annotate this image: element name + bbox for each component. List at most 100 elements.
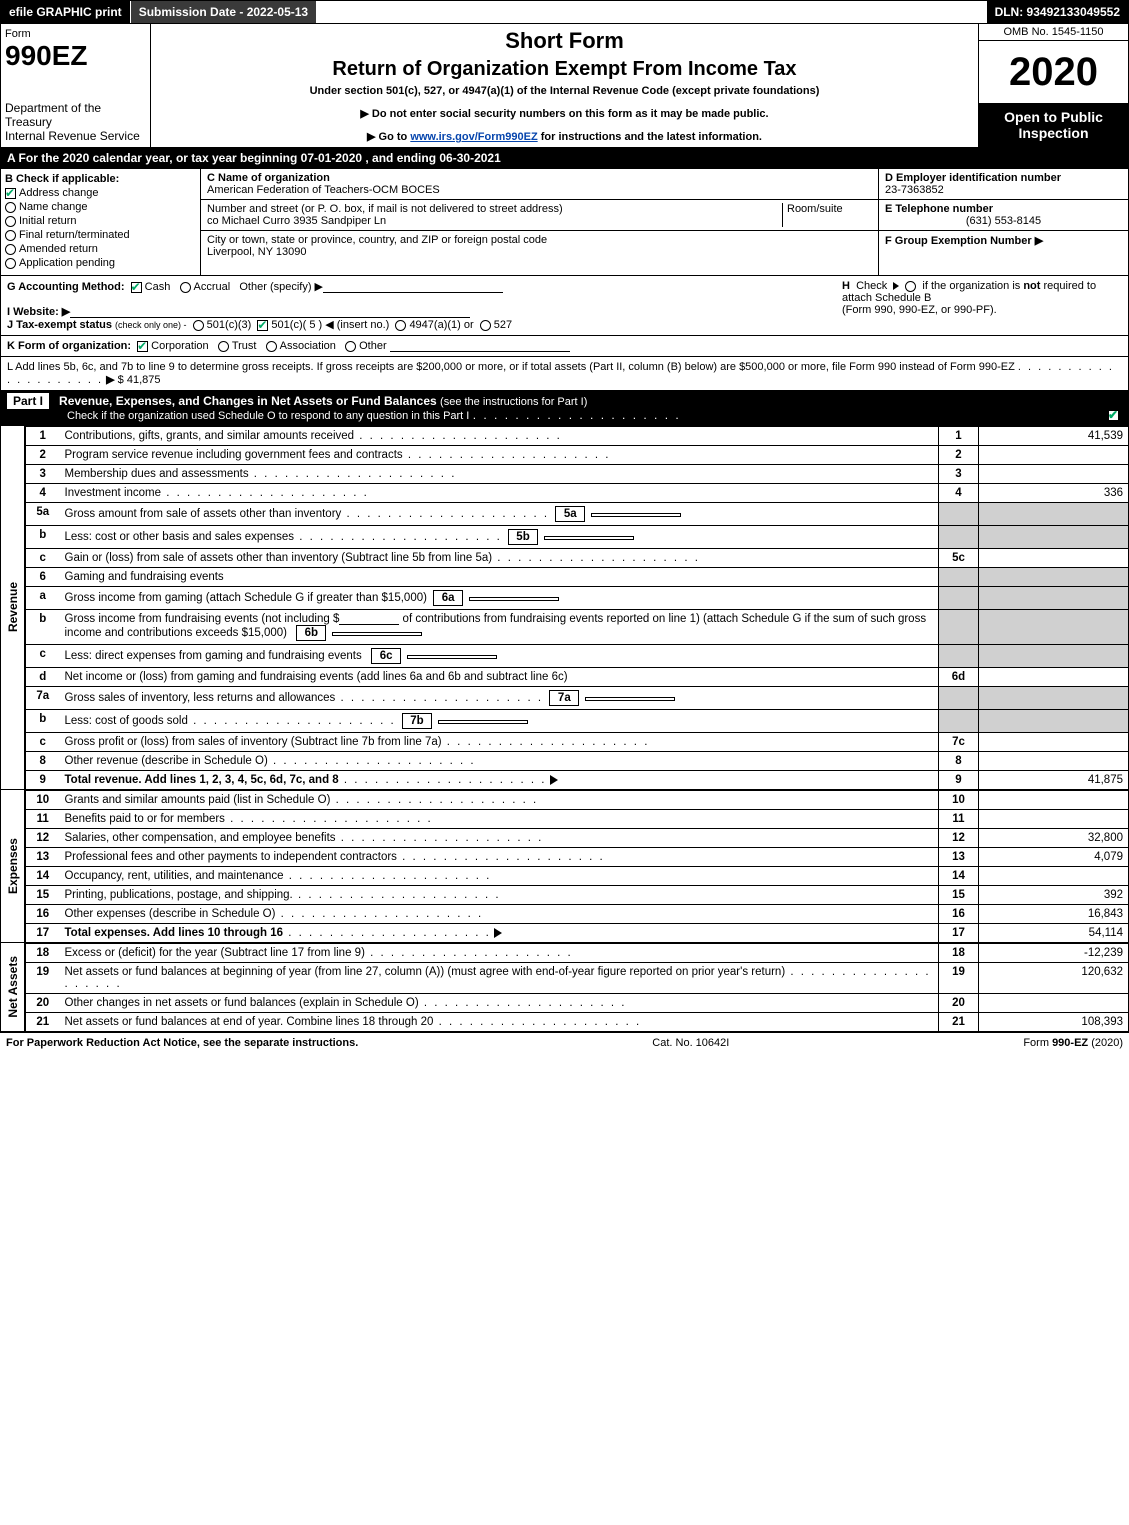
expenses-text: Expenses	[4, 836, 22, 896]
line-16: 16 Other expenses (describe in Schedule O…	[26, 905, 1129, 924]
ln6d-no: d	[26, 668, 60, 687]
checkbox-schedule-o[interactable]	[1108, 410, 1119, 421]
checkbox-trust[interactable]	[218, 341, 229, 352]
line-20: 20Other changes in net assets or fund ba…	[26, 994, 1129, 1013]
checkbox-other-org[interactable]	[345, 341, 356, 352]
checkbox-h[interactable]	[905, 281, 916, 292]
checkbox-501c3[interactable]	[193, 320, 204, 331]
ln5a-sub: 5a	[555, 506, 585, 522]
website-line[interactable]	[70, 306, 470, 318]
line-6a: aGross income from gaming (attach Schedu…	[26, 587, 1129, 610]
label-trust: Trust	[232, 340, 257, 352]
checkbox-address-change[interactable]	[5, 188, 16, 199]
ln14-amt	[979, 867, 1129, 886]
line-3: 3Membership dues and assessments3	[26, 465, 1129, 484]
efile-label: efile GRAPHIC print	[1, 1, 131, 23]
ln6c-desc: Less: direct expenses from gaming and fu…	[65, 650, 362, 662]
ln6-no: 6	[26, 568, 60, 587]
footer-right: Form 990-EZ (2020)	[1023, 1037, 1123, 1049]
checkbox-application-pending[interactable]	[5, 258, 16, 269]
checkbox-501c[interactable]	[257, 320, 268, 331]
section-def: D Employer identification number 23-7363…	[878, 169, 1128, 275]
ln18-num: 18	[939, 944, 979, 963]
ln16-no: 16	[26, 905, 60, 924]
ln5c-amt	[979, 549, 1129, 568]
ln2-num: 2	[939, 446, 979, 465]
checkbox-final-return[interactable]	[5, 230, 16, 241]
other-org-line[interactable]	[390, 340, 570, 352]
ln7c-amt	[979, 733, 1129, 752]
ln6b-blank[interactable]	[339, 613, 399, 625]
other-specify-line[interactable]	[323, 281, 503, 293]
line-5b: bLess: cost or other basis and sales exp…	[26, 526, 1129, 549]
revenue-side-label: Revenue	[1, 426, 25, 790]
form-label: Form	[5, 28, 146, 40]
ln7a-shade	[939, 687, 979, 710]
ln5c-desc: Gain or (loss) from sale of assets other…	[65, 552, 493, 564]
section-l: L Add lines 5b, 6c, and 7b to line 9 to …	[0, 357, 1129, 391]
line-18: 18 Excess or (deficit) for the year (Subt…	[26, 944, 1129, 963]
ln21-num: 21	[939, 1013, 979, 1032]
ln6b-desc: Gross income from fundraising events (no…	[65, 613, 340, 625]
checkbox-527[interactable]	[480, 320, 491, 331]
part1-label: Part I	[7, 393, 49, 409]
city-value: Liverpool, NY 13090	[207, 246, 306, 258]
line-7b: bLess: cost of goods sold 7b	[26, 710, 1129, 733]
ln5a-desc: Gross amount from sale of assets other t…	[65, 508, 342, 520]
ln5a-amtshade	[979, 503, 1129, 526]
ln7c-desc: Gross profit or (loss) from sales of inv…	[65, 736, 442, 748]
subtitle: Under section 501(c), 527, or 4947(a)(1)…	[157, 85, 972, 97]
checkbox-accrual[interactable]	[180, 282, 191, 293]
ln1-num: 1	[939, 427, 979, 446]
ln17-no: 17	[26, 924, 60, 943]
ln13-no: 13	[26, 848, 60, 867]
ln5b-desc: Less: cost or other basis and sales expe…	[65, 531, 295, 543]
label-4947: 4947(a)(1) or	[409, 319, 473, 331]
section-k: K Form of organization: Corporation Trus…	[0, 336, 1129, 357]
name-label: C Name of organization	[207, 172, 330, 184]
irs-link[interactable]: www.irs.gov/Form990EZ	[410, 131, 537, 143]
ln15-no: 15	[26, 886, 60, 905]
checkbox-name-change[interactable]	[5, 202, 16, 213]
arrow-icon	[494, 928, 502, 938]
ln21-amt: 108,393	[979, 1013, 1129, 1032]
ln10-desc: Grants and similar amounts paid (list in…	[65, 794, 331, 806]
tax-year: 2020	[979, 41, 1128, 103]
footer-left: For Paperwork Reduction Act Notice, see …	[6, 1037, 358, 1049]
section-c: C Name of organization American Federati…	[201, 169, 878, 275]
checkbox-amended[interactable]	[5, 244, 16, 255]
checkbox-cash[interactable]	[131, 282, 142, 293]
ln18-amt: -12,239	[979, 944, 1129, 963]
open-inspection: Open to Public Inspection	[979, 103, 1128, 147]
form-number: 990EZ	[5, 40, 146, 72]
ln6d-desc: Net income or (loss) from gaming and fun…	[65, 671, 568, 683]
header-right: OMB No. 1545-1150 2020 Open to Public In…	[978, 24, 1128, 147]
label-other: Other (specify) ▶	[239, 281, 323, 293]
ln1-amt: 41,539	[979, 427, 1129, 446]
goto-suffix: for instructions and the latest informat…	[541, 131, 762, 143]
ln18-desc: Excess or (deficit) for the year (Subtra…	[65, 947, 365, 959]
ln15-desc: Printing, publications, postage, and shi…	[65, 889, 293, 901]
ln6d-amt	[979, 668, 1129, 687]
ln9-num: 9	[939, 771, 979, 790]
ln5c-num: 5c	[939, 549, 979, 568]
ln16-desc: Other expenses (describe in Schedule O)	[65, 908, 276, 920]
ln12-desc: Salaries, other compensation, and employ…	[65, 832, 336, 844]
label-accrual: Accrual	[194, 281, 231, 293]
section-b: B Check if applicable: Address change Na…	[1, 169, 201, 275]
ln19-amt: 120,632	[979, 963, 1129, 994]
checkbox-initial-return[interactable]	[5, 216, 16, 227]
ln21-desc: Net assets or fund balances at end of ye…	[65, 1016, 434, 1028]
label-amended: Amended return	[19, 243, 98, 255]
label-application-pending: Application pending	[19, 257, 115, 269]
ln18-no: 18	[26, 944, 60, 963]
checkbox-corporation[interactable]	[137, 341, 148, 352]
ln17-amt: 54,114	[979, 924, 1129, 943]
ln21-no: 21	[26, 1013, 60, 1032]
checkbox-association[interactable]	[266, 341, 277, 352]
ln5b-amtshade	[979, 526, 1129, 549]
dln: DLN: 93492133049552	[987, 1, 1128, 23]
checkbox-4947[interactable]	[395, 320, 406, 331]
line-19: 19Net assets or fund balances at beginni…	[26, 963, 1129, 994]
label-name-change: Name change	[19, 201, 88, 213]
